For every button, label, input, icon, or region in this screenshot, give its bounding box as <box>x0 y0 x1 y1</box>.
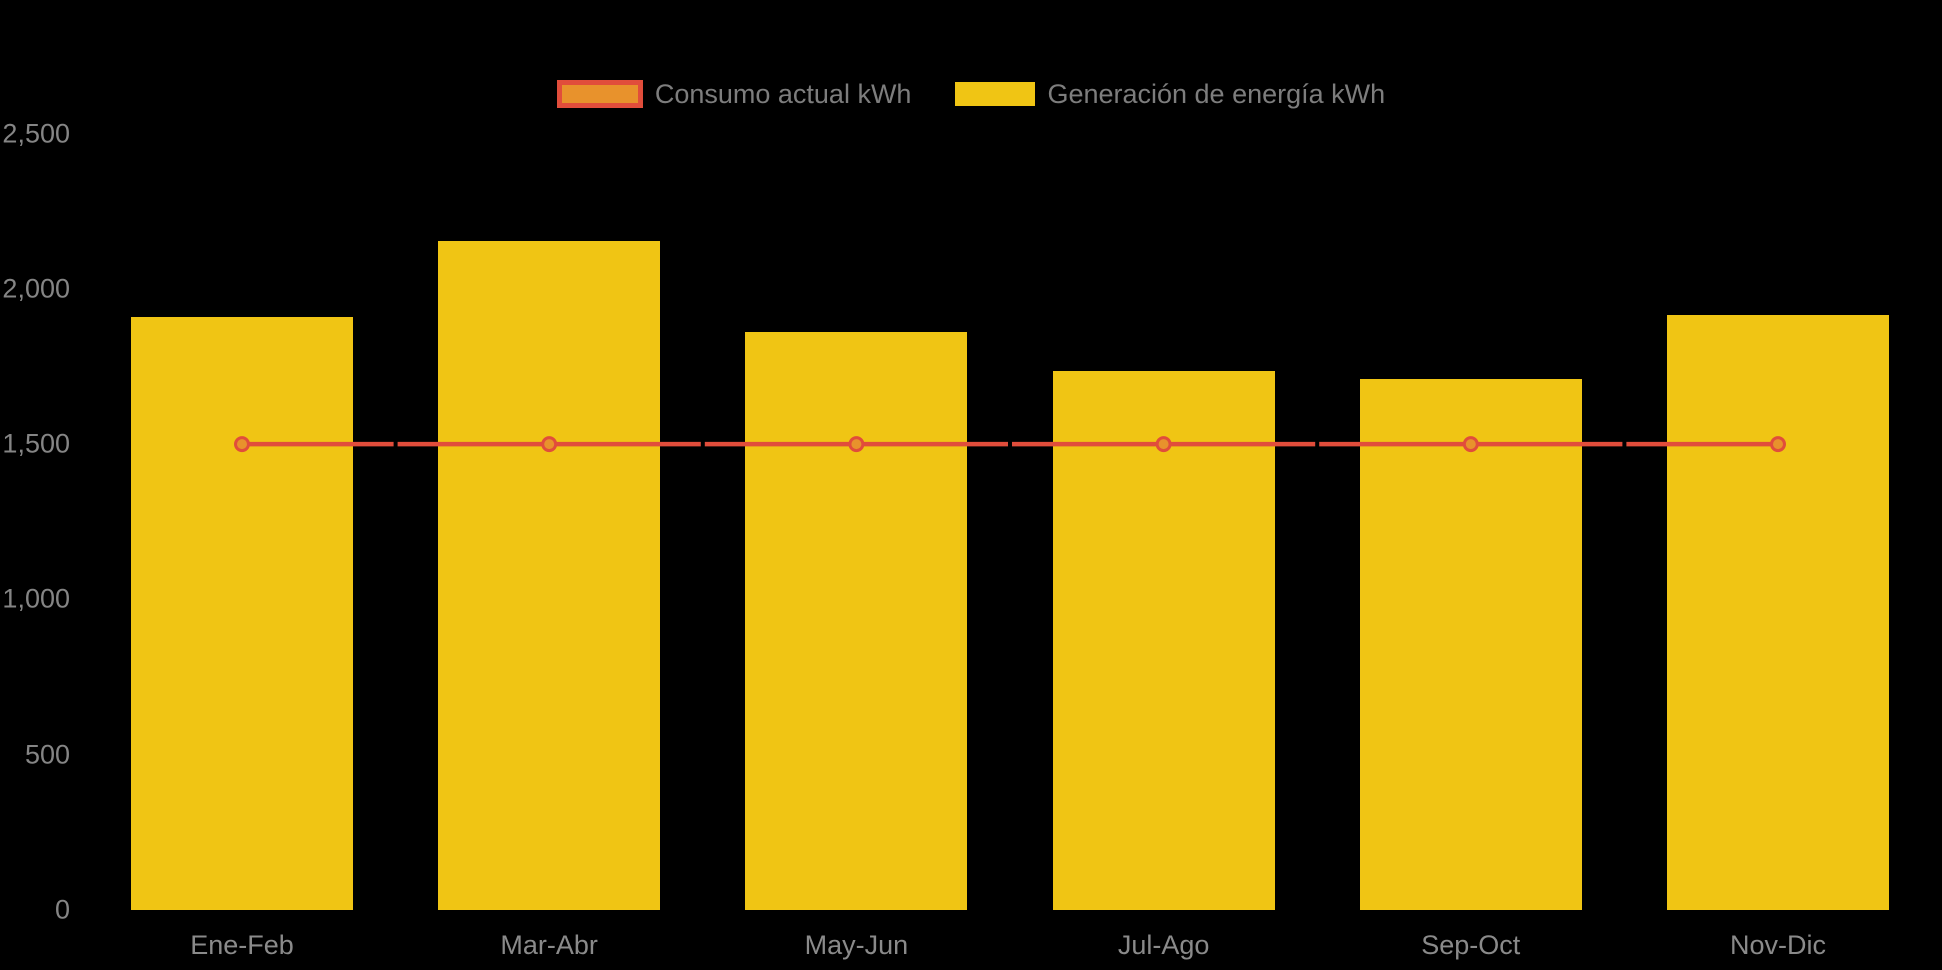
legend-swatch-consumo-icon <box>556 80 643 108</box>
x-axis-label-jul-ago: Jul-Ago <box>1117 930 1210 960</box>
y-axis-tick-label: 1,500 <box>2 428 70 459</box>
y-axis-tick-label: 0 <box>54 894 70 925</box>
generation-bar-jul-ago <box>1052 371 1275 910</box>
consumption-marker-mar-abr <box>541 436 558 453</box>
consumption-marker-nov-dic <box>1770 436 1786 453</box>
generation-bar-ene-feb <box>131 316 353 910</box>
x-axis-label-sep-oct: Sep-Oct <box>1421 930 1521 960</box>
y-axis-tick-label: 2,500 <box>2 118 70 148</box>
consumption-marker-ene-feb <box>234 436 250 453</box>
consumption-marker-sep-oct <box>1462 436 1479 453</box>
generation-bar-sep-oct <box>1359 378 1582 910</box>
legend-item-consumo-actual[interactable]: Consumo actual kWh <box>556 78 912 109</box>
y-axis-tick-label: 500 <box>24 739 70 770</box>
generation-bar-nov-dic <box>1667 315 1889 910</box>
legend-item-generacion[interactable]: Generación de energía kWh <box>955 78 1386 109</box>
x-axis-label-mar-abr: Mar-Abr <box>500 930 598 960</box>
legend-label-generacion: Generación de energía kWh <box>1047 78 1386 109</box>
x-axis-label-ene-feb: Ene-Feb <box>190 930 294 960</box>
chart-legend: Consumo actual kWh Generación de energía… <box>0 80 1942 108</box>
x-axis-label-may-jun: May-Jun <box>804 930 909 960</box>
generation-bar-may-jun <box>745 332 968 910</box>
x-axis-label-nov-dic: Nov-Dic <box>1729 930 1826 960</box>
consumption-marker-jul-ago <box>1155 436 1172 453</box>
legend-swatch-generacion-icon <box>955 82 1036 106</box>
legend-label-consumo: Consumo actual kWh <box>654 78 912 109</box>
consumption-marker-may-jun <box>848 436 865 453</box>
y-axis-tick-label: 1,000 <box>2 583 70 614</box>
generation-bar-mar-abr <box>438 240 661 910</box>
y-axis-tick-label: 2,000 <box>2 273 70 304</box>
